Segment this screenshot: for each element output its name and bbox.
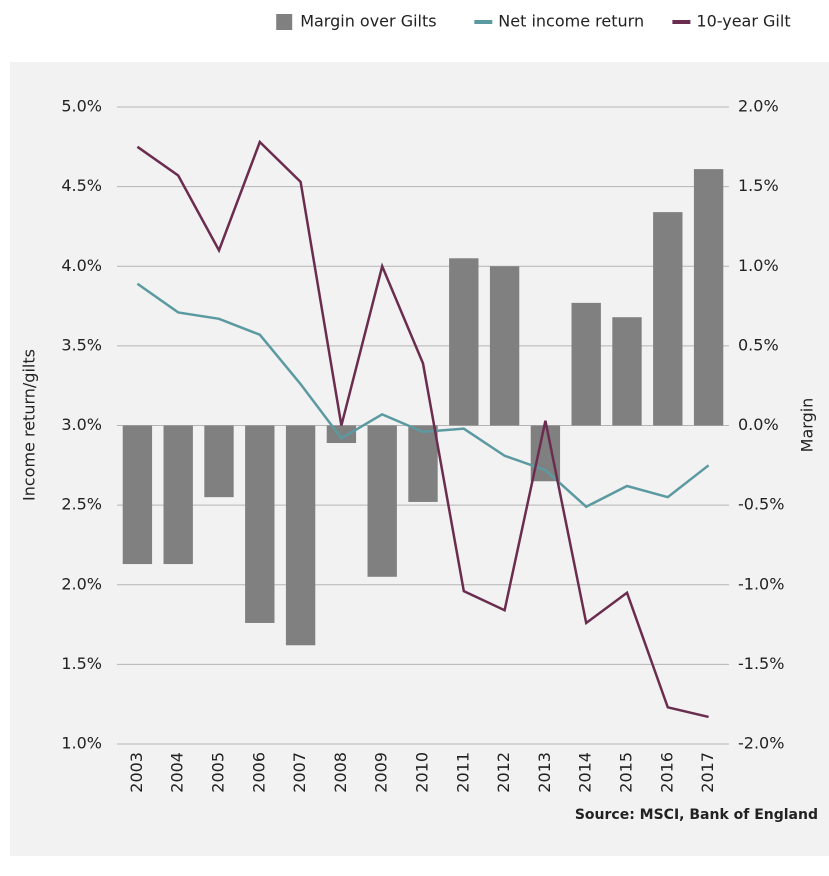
x-tick-label: 2015 (617, 752, 636, 793)
y2-tick-label: 1.5% (738, 176, 779, 195)
y-axis-label: Income return/gilts (20, 349, 39, 501)
x-tick-label: 2016 (657, 752, 676, 793)
source-note: Source: MSCI, Bank of England (575, 807, 818, 823)
x-tick-label: 2013 (535, 752, 554, 793)
y2-tick-label: -1.5% (738, 654, 784, 673)
bar (245, 425, 275, 623)
x-tick-label: 2008 (331, 752, 350, 793)
bar (571, 302, 601, 426)
x-tick-label: 2014 (576, 752, 595, 793)
y-tick-label: 2.5% (61, 495, 102, 514)
y2-tick-label: 0.5% (738, 335, 779, 354)
y-tick-label: 1.0% (61, 734, 102, 753)
bar (408, 425, 438, 502)
x-tick-label: 2005 (209, 752, 228, 793)
y-tick-label: 5.0% (61, 97, 102, 116)
y-tick-label: 4.0% (61, 256, 102, 275)
bar (653, 212, 683, 426)
bar (122, 425, 153, 565)
x-tick-label: 2004 (168, 752, 187, 793)
bar (163, 425, 193, 565)
x-tick-label: 2006 (249, 752, 268, 793)
y-tick-label: 4.5% (61, 176, 102, 195)
y2-tick-label: 0.0% (738, 415, 779, 434)
y2-axis-label: Margin (798, 398, 817, 453)
y2-tick-label: -2.0% (738, 734, 784, 753)
y-tick-label: 3.5% (61, 335, 102, 354)
bar (326, 425, 357, 444)
line-series (136, 282, 710, 509)
x-tick-label: 2011 (453, 752, 472, 793)
legend-label: Net income return (498, 12, 644, 31)
bar (489, 266, 520, 426)
legend-label: Margin over Gilts (300, 12, 436, 31)
bar (612, 317, 642, 426)
y2-tick-label: -1.0% (738, 574, 784, 593)
y-tick-label: 1.5% (61, 654, 102, 673)
bar (449, 258, 479, 426)
y2-tick-label: -0.5% (738, 495, 784, 514)
x-tick-label: 2009 (372, 752, 391, 793)
bar (367, 425, 397, 577)
y-tick-label: 3.0% (61, 415, 102, 434)
legend-label: 10-year Gilt (696, 12, 790, 31)
y-tick-label: 2.0% (61, 574, 102, 593)
bar (204, 425, 234, 498)
y2-tick-label: 1.0% (738, 256, 779, 275)
x-tick-label: 2007 (290, 752, 309, 793)
x-tick-label: 2012 (494, 752, 513, 793)
legend-swatch (276, 14, 293, 30)
x-tick-label: 2010 (413, 752, 432, 793)
line-series (136, 139, 709, 719)
x-tick-label: 2017 (698, 752, 717, 793)
bar (693, 169, 724, 426)
x-tick-label: 2003 (127, 752, 146, 793)
bar (285, 425, 316, 646)
y2-tick-label: 2.0% (738, 97, 779, 116)
